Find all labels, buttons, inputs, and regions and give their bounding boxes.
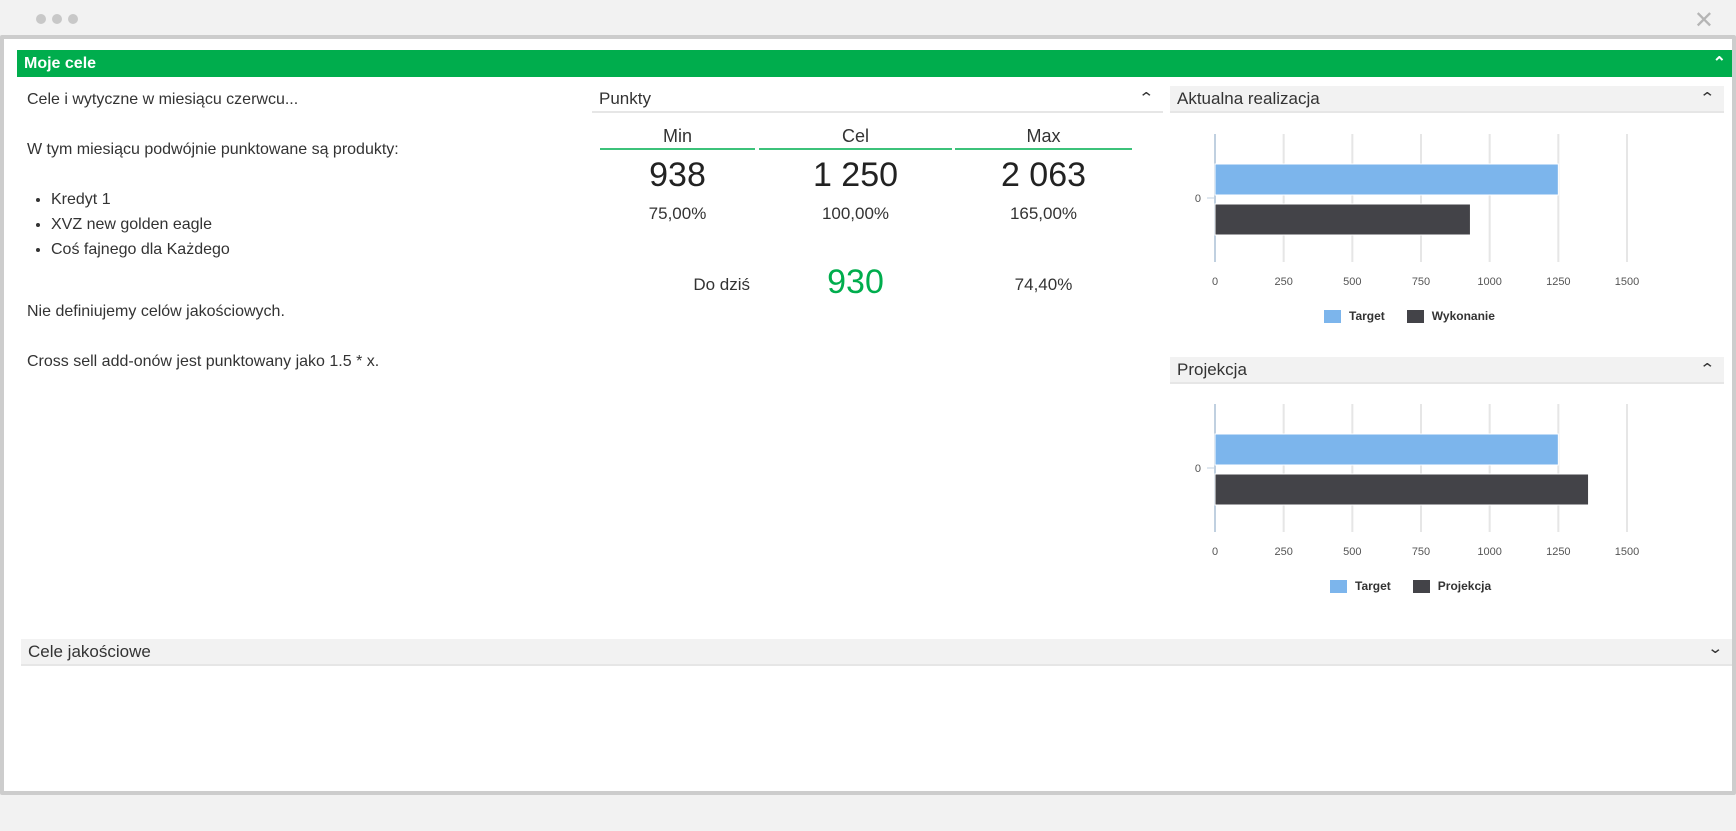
product-list: Kredyt 1 XVZ new golden eagle Coś fajneg… bbox=[51, 187, 230, 262]
x-tick-label: 500 bbox=[1343, 276, 1361, 288]
min-value: 938 bbox=[649, 156, 706, 194]
chevron-down-icon[interactable]: ⌄ bbox=[1707, 640, 1724, 657]
intro-line: Cele i wytyczne w miesiącu czerwcu... bbox=[27, 91, 299, 108]
legend-swatch bbox=[1406, 309, 1424, 323]
aktualna-realizacja-chart: 0 250 500 750 1000 1250 1500 0 bbox=[1195, 134, 1639, 288]
intro-line: W tym miesiącu podwójnie punktowane są p… bbox=[27, 141, 399, 158]
legend-item-target[interactable]: Target bbox=[1330, 579, 1391, 593]
x-tick-label: 250 bbox=[1274, 546, 1292, 558]
chart-legend: Target Wykonanie bbox=[1324, 309, 1495, 323]
legend-label: Target bbox=[1349, 309, 1385, 323]
projekcja-chart: 0 250 500 750 1000 1250 1500 0 bbox=[1195, 404, 1639, 558]
dot bbox=[36, 14, 46, 24]
chart-legend: Target Projekcja bbox=[1330, 579, 1491, 593]
max-percent: 165,00% bbox=[1009, 204, 1078, 223]
x-tick-label: 0 bbox=[1212, 546, 1218, 558]
aktualna-realizacja-header[interactable]: Aktualna realizacja ⌃ bbox=[1170, 86, 1724, 113]
section-title: Punkty bbox=[599, 89, 651, 108]
x-tick-label: 250 bbox=[1274, 276, 1292, 288]
column-label: Min bbox=[600, 124, 755, 150]
x-tick-label: 500 bbox=[1343, 546, 1361, 558]
chevron-up-icon[interactable]: ⌃ bbox=[1699, 361, 1716, 378]
today-value: 930 bbox=[827, 263, 884, 301]
dot bbox=[52, 14, 62, 24]
legend-label: Target bbox=[1355, 579, 1391, 593]
cel-column-header: Cel bbox=[759, 124, 952, 150]
legend-label: Projekcja bbox=[1437, 579, 1492, 593]
window-controls bbox=[36, 14, 78, 24]
panel-title: Moje cele bbox=[24, 55, 97, 72]
section-title: Aktualna realizacja bbox=[1177, 89, 1320, 108]
legend-swatch bbox=[1412, 579, 1430, 593]
legend-item-projekcja[interactable]: Projekcja bbox=[1412, 579, 1492, 593]
cel-value: 1 250 bbox=[812, 156, 899, 194]
legend-item-target[interactable]: Target bbox=[1324, 309, 1385, 323]
legend-item-wykonanie[interactable]: Wykonanie bbox=[1406, 309, 1495, 323]
intro-line: Nie definiujemy celów jakościowych. bbox=[27, 303, 285, 320]
close-icon[interactable]: ✕ bbox=[1693, 7, 1714, 34]
x-tick-label: 1500 bbox=[1615, 546, 1639, 558]
x-tick-label: 1250 bbox=[1546, 276, 1570, 288]
intro-line: Cross sell add-onów jest punktowany jako… bbox=[27, 353, 380, 370]
section-title: Projekcja bbox=[1177, 360, 1247, 379]
x-tick-label: 1250 bbox=[1546, 546, 1570, 558]
column-label: Cel bbox=[759, 124, 952, 150]
bar-target bbox=[1214, 433, 1559, 466]
x-tick-label: 750 bbox=[1412, 546, 1430, 558]
min-column-header: Min bbox=[600, 124, 755, 150]
x-tick-label: 750 bbox=[1412, 276, 1430, 288]
min-percent: 75,00% bbox=[648, 204, 707, 223]
punkty-header[interactable]: Punkty ⌃ bbox=[592, 86, 1163, 113]
cel-percent: 100,00% bbox=[821, 204, 890, 223]
y-tick-label: 0 bbox=[1195, 463, 1201, 475]
bar-wykonanie bbox=[1214, 203, 1471, 236]
bar-projekcja bbox=[1214, 473, 1590, 506]
max-value: 2 063 bbox=[1000, 156, 1087, 194]
legend-swatch bbox=[1330, 579, 1347, 593]
x-tick-label: 0 bbox=[1212, 276, 1218, 288]
cele-jakosciowe-header[interactable]: Cele jakościowe ⌄ bbox=[21, 639, 1732, 666]
chevron-up-icon[interactable]: ⌃ bbox=[1699, 90, 1716, 107]
projekcja-header[interactable]: Projekcja ⌃ bbox=[1170, 357, 1724, 384]
column-label: Max bbox=[955, 124, 1132, 150]
list-item: XVZ new golden eagle bbox=[51, 212, 230, 237]
x-tick-label: 1500 bbox=[1615, 276, 1639, 288]
window: Moje cele ⌃ Cele i wytyczne w miesiącu c… bbox=[0, 35, 1736, 795]
y-tick-label: 0 bbox=[1195, 193, 1201, 205]
dot bbox=[68, 14, 78, 24]
chevron-up-icon[interactable]: ⌃ bbox=[1712, 55, 1726, 72]
bar-target bbox=[1214, 163, 1559, 196]
legend-label: Wykonanie bbox=[1431, 309, 1495, 323]
legend-swatch bbox=[1324, 309, 1341, 323]
chevron-up-icon[interactable]: ⌃ bbox=[1138, 90, 1155, 107]
list-item: Coś fajnego dla Każdego bbox=[51, 237, 230, 262]
x-tick-label: 1000 bbox=[1477, 276, 1501, 288]
max-column-header: Max bbox=[955, 124, 1132, 150]
list-item: Kredyt 1 bbox=[51, 187, 230, 212]
today-label: Do dziś bbox=[693, 275, 750, 294]
today-percent: 74,40% bbox=[1014, 275, 1073, 294]
x-tick-label: 1000 bbox=[1477, 546, 1501, 558]
moje-cele-header[interactable]: Moje cele ⌃ bbox=[17, 50, 1732, 77]
section-title: Cele jakościowe bbox=[28, 642, 151, 661]
